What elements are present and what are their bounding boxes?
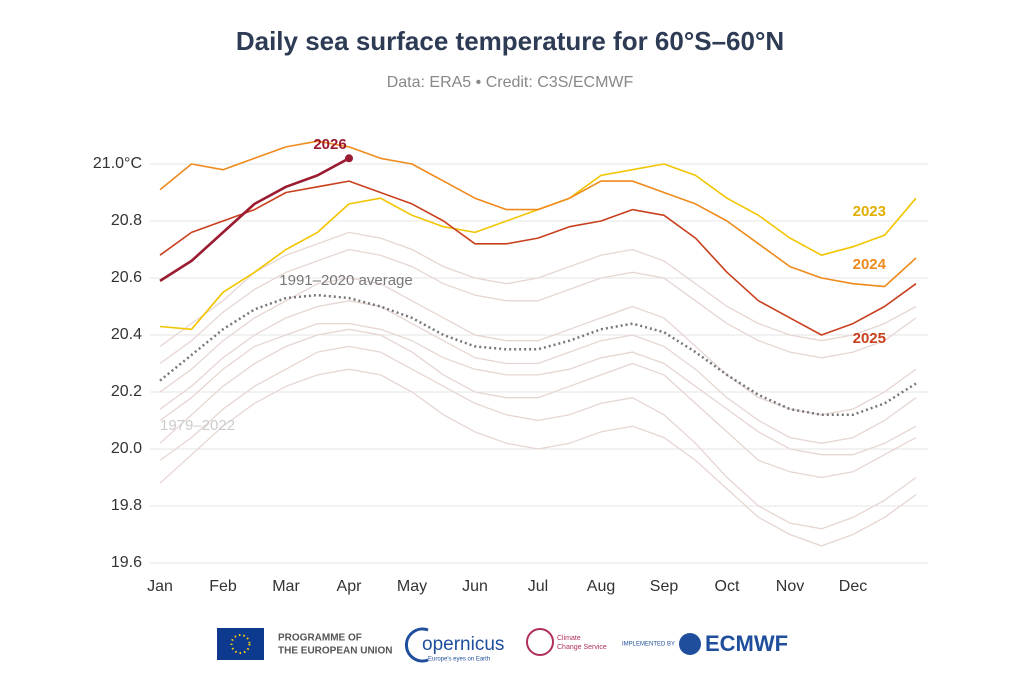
x-tick-label: Jul bbox=[528, 578, 548, 595]
eu-text: THE EUROPEAN UNION bbox=[278, 646, 392, 657]
x-tick-label: Jan bbox=[147, 578, 173, 595]
x-tick-label: Oct bbox=[715, 578, 740, 595]
x-tick-label: May bbox=[397, 578, 427, 595]
c3s-logo bbox=[526, 628, 554, 656]
ecmwf-text: ECMWF bbox=[705, 631, 788, 656]
x-tick-label: Apr bbox=[337, 578, 363, 595]
series-line bbox=[159, 163, 917, 331]
x-tick-label: Aug bbox=[587, 578, 615, 595]
latest-point bbox=[345, 154, 353, 163]
series-line bbox=[159, 157, 350, 282]
copernicus-tagline: Europe's eyes on Earth bbox=[428, 657, 490, 663]
background-line bbox=[159, 368, 917, 547]
series-label: 2026 bbox=[313, 136, 346, 153]
background-label: 1979–2022 bbox=[160, 417, 235, 434]
background-line bbox=[159, 231, 917, 347]
copernicus-text: opernicus bbox=[422, 634, 504, 655]
series-label: 1991–2020 average bbox=[279, 272, 412, 289]
y-tick-label: 20.2 bbox=[111, 383, 142, 400]
c3s-text: Climate bbox=[557, 635, 581, 642]
y-tick-label: 19.6 bbox=[111, 554, 142, 571]
x-tick-label: Nov bbox=[776, 578, 804, 595]
y-tick-label: 21.0°C bbox=[93, 155, 142, 172]
series-line bbox=[159, 180, 917, 336]
y-tick-label: 20.4 bbox=[111, 326, 142, 343]
background-line bbox=[159, 300, 917, 444]
ecmwf-logo bbox=[679, 633, 701, 655]
background-line bbox=[159, 345, 917, 530]
y-tick-label: 20.8 bbox=[111, 212, 142, 229]
c3s-text: Change Service bbox=[557, 644, 607, 651]
copernicus-logo bbox=[405, 627, 429, 663]
chart-title: Daily sea surface temperature for 60°S–6… bbox=[236, 26, 784, 56]
y-tick-label: 19.8 bbox=[111, 497, 142, 514]
series-label: 2023 bbox=[853, 203, 886, 220]
eu-text: PROGRAMME OF bbox=[278, 633, 362, 644]
x-tick-label: Jun bbox=[462, 578, 488, 595]
x-tick-label: Dec bbox=[839, 578, 867, 595]
x-tick-label: Feb bbox=[209, 578, 237, 595]
y-tick-label: 20.0 bbox=[111, 440, 142, 457]
plot bbox=[150, 140, 928, 564]
implemented-by: IMPLEMENTED BY bbox=[622, 642, 675, 648]
x-tick-label: Sep bbox=[650, 578, 679, 595]
background-line bbox=[159, 328, 917, 479]
x-tick-label: Mar bbox=[272, 578, 300, 595]
series-label: 2024 bbox=[853, 256, 887, 273]
background-line bbox=[159, 248, 917, 365]
y-tick-label: 20.6 bbox=[111, 269, 142, 286]
series-line bbox=[159, 140, 917, 288]
footer: PROGRAMME OF THE EUROPEAN UNION opernicu… bbox=[217, 627, 788, 663]
background-line bbox=[159, 277, 917, 416]
chart-subtitle: Data: ERA5 • Credit: C3S/ECMWF bbox=[387, 74, 634, 91]
eu-flag bbox=[217, 628, 264, 660]
eu-stars bbox=[230, 634, 251, 654]
background-line bbox=[159, 322, 917, 456]
series-label: 2025 bbox=[853, 330, 886, 347]
